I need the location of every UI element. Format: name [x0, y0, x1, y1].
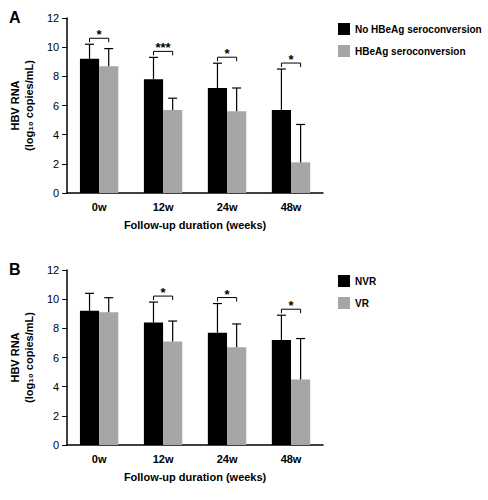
svg-text:10: 10 — [47, 41, 59, 53]
svg-text:6: 6 — [53, 100, 59, 112]
svg-text:***: *** — [155, 40, 171, 55]
svg-text:HBV RNA: HBV RNA — [9, 80, 21, 130]
svg-text:Follow-up duration (weeks): Follow-up duration (weeks) — [124, 471, 267, 483]
svg-text:*: * — [225, 46, 231, 61]
svg-text:*: * — [288, 298, 294, 313]
svg-text:0: 0 — [53, 439, 59, 451]
svg-text:0w: 0w — [92, 453, 107, 465]
svg-text:*: * — [288, 52, 294, 67]
svg-text:Follow-up duration (weeks): Follow-up duration (weeks) — [124, 219, 267, 231]
svg-text:(log₁₀ copies/mL): (log₁₀ copies/mL) — [23, 60, 35, 151]
svg-text:4: 4 — [53, 381, 59, 393]
svg-text:48w: 48w — [281, 453, 302, 465]
svg-text:*: * — [97, 27, 103, 42]
svg-text:24w: 24w — [217, 201, 238, 213]
svg-text:6: 6 — [53, 352, 59, 364]
svg-text:HBeAg seroconversion: HBeAg seroconversion — [355, 46, 466, 57]
svg-text:A: A — [9, 9, 21, 26]
svg-text:VR: VR — [355, 298, 370, 309]
svg-text:2: 2 — [53, 158, 59, 170]
svg-text:*: * — [161, 285, 167, 300]
svg-text:0: 0 — [53, 187, 59, 199]
svg-text:8: 8 — [53, 322, 59, 334]
svg-text:2: 2 — [53, 410, 59, 422]
svg-text:12: 12 — [47, 264, 59, 276]
svg-text:12: 12 — [47, 12, 59, 24]
svg-text:0w: 0w — [92, 201, 107, 213]
svg-text:24w: 24w — [217, 453, 238, 465]
svg-text:8: 8 — [53, 70, 59, 82]
svg-text:4: 4 — [53, 129, 59, 141]
svg-text:HBV RNA: HBV RNA — [9, 332, 21, 382]
svg-text:10: 10 — [47, 293, 59, 305]
svg-text:No HBeAg seroconversion: No HBeAg seroconversion — [355, 24, 482, 35]
svg-text:12w: 12w — [153, 201, 174, 213]
svg-text:NVR: NVR — [355, 276, 377, 287]
svg-text:(log₁₀ copies/mL): (log₁₀ copies/mL) — [23, 312, 35, 403]
svg-text:12w: 12w — [153, 453, 174, 465]
svg-text:48w: 48w — [281, 201, 302, 213]
svg-text:B: B — [9, 261, 21, 278]
svg-text:*: * — [225, 287, 231, 302]
